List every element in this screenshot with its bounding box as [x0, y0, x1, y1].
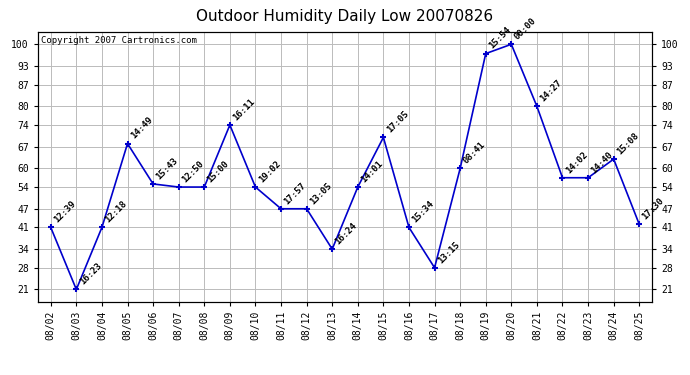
Text: 15:34: 15:34	[411, 199, 435, 225]
Text: 16:24: 16:24	[333, 221, 359, 246]
Text: 19:02: 19:02	[257, 159, 282, 184]
Text: 15:54: 15:54	[487, 26, 513, 51]
Text: 13:05: 13:05	[308, 181, 333, 206]
Text: 14:02: 14:02	[564, 150, 589, 175]
Text: 17:30: 17:30	[640, 196, 666, 222]
Text: 17:05: 17:05	[385, 109, 410, 135]
Text: 14:40: 14:40	[589, 150, 615, 175]
Text: 00:00: 00:00	[513, 16, 538, 42]
Text: 14:49: 14:49	[129, 116, 155, 141]
Text: 13:15: 13:15	[436, 240, 462, 265]
Text: 14:27: 14:27	[538, 78, 564, 104]
Text: 16:11: 16:11	[231, 97, 257, 122]
Text: 16:23: 16:23	[78, 261, 103, 286]
Text: Copyright 2007 Cartronics.com: Copyright 2007 Cartronics.com	[41, 36, 197, 45]
Text: 08:41: 08:41	[462, 140, 487, 166]
Text: Outdoor Humidity Daily Low 20070826: Outdoor Humidity Daily Low 20070826	[197, 9, 493, 24]
Text: 15:00: 15:00	[206, 159, 231, 184]
Text: 12:18: 12:18	[104, 199, 128, 225]
Text: 12:39: 12:39	[52, 199, 77, 225]
Text: 12:50: 12:50	[180, 159, 206, 184]
Text: 14:01: 14:01	[359, 159, 384, 184]
Text: 17:57: 17:57	[282, 181, 308, 206]
Text: 15:08: 15:08	[615, 131, 640, 156]
Text: 15:43: 15:43	[155, 156, 180, 181]
